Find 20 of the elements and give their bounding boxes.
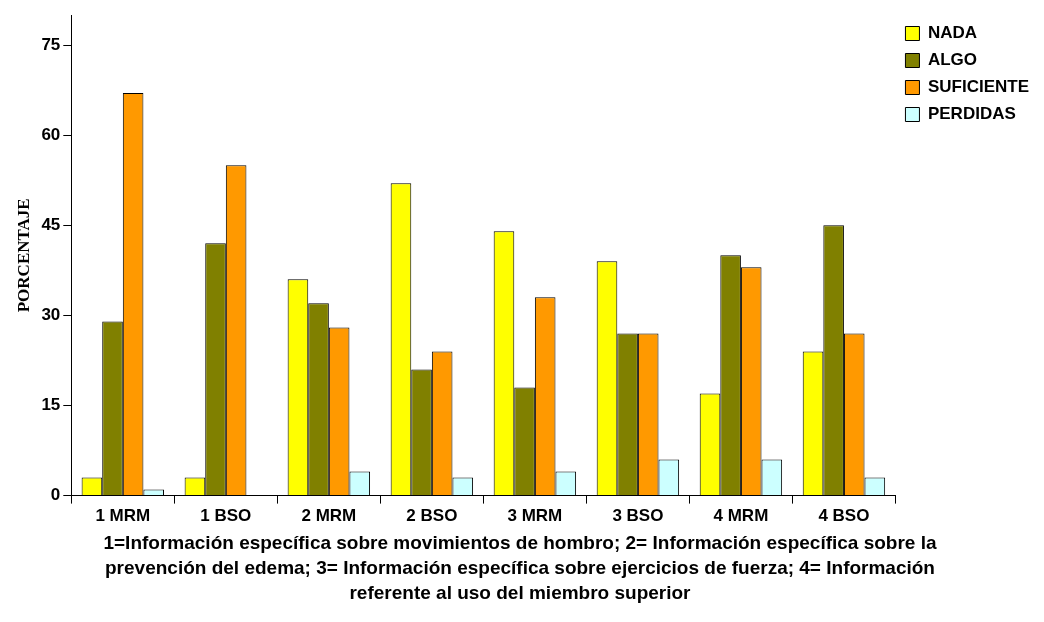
legend-label: ALGO	[927, 50, 978, 70]
x-tick-label: 1 MRM	[95, 506, 151, 526]
x-tick-label: 3 BSO	[612, 506, 664, 526]
y-axis-title: PORCENTAJE	[13, 198, 33, 313]
legend-label: PERDIDAS	[927, 104, 1016, 124]
x-tick-label: 4 MRM	[713, 506, 769, 526]
legend-label: NADA	[927, 23, 978, 43]
x-tick-label: 3 MRM	[507, 506, 563, 526]
y-tick-label: 0	[50, 485, 61, 505]
x-tick-label: 1 BSO	[200, 506, 252, 526]
y-tick-label: 15	[41, 395, 61, 415]
x-axis-title: 1=Información específica sobre movimientos de hombro; 2= Información específica sobre la prevención del edema; 3= Información específica sobre ejercicios de fuerza; 4= Información referente al uso del miembro superior	[102, 531, 938, 605]
x-tick-label: 4 BSO	[818, 506, 870, 526]
y-tick-label: 45	[41, 214, 61, 234]
y-tick-label: 60	[41, 124, 61, 144]
y-tick-label: 75	[41, 34, 61, 54]
x-tick-label: 2 BSO	[406, 506, 458, 526]
legend-label: SUFICIENTE	[927, 77, 1029, 97]
y-tick-label: 30	[41, 305, 61, 325]
x-tick-label: 2 MRM	[301, 506, 357, 526]
